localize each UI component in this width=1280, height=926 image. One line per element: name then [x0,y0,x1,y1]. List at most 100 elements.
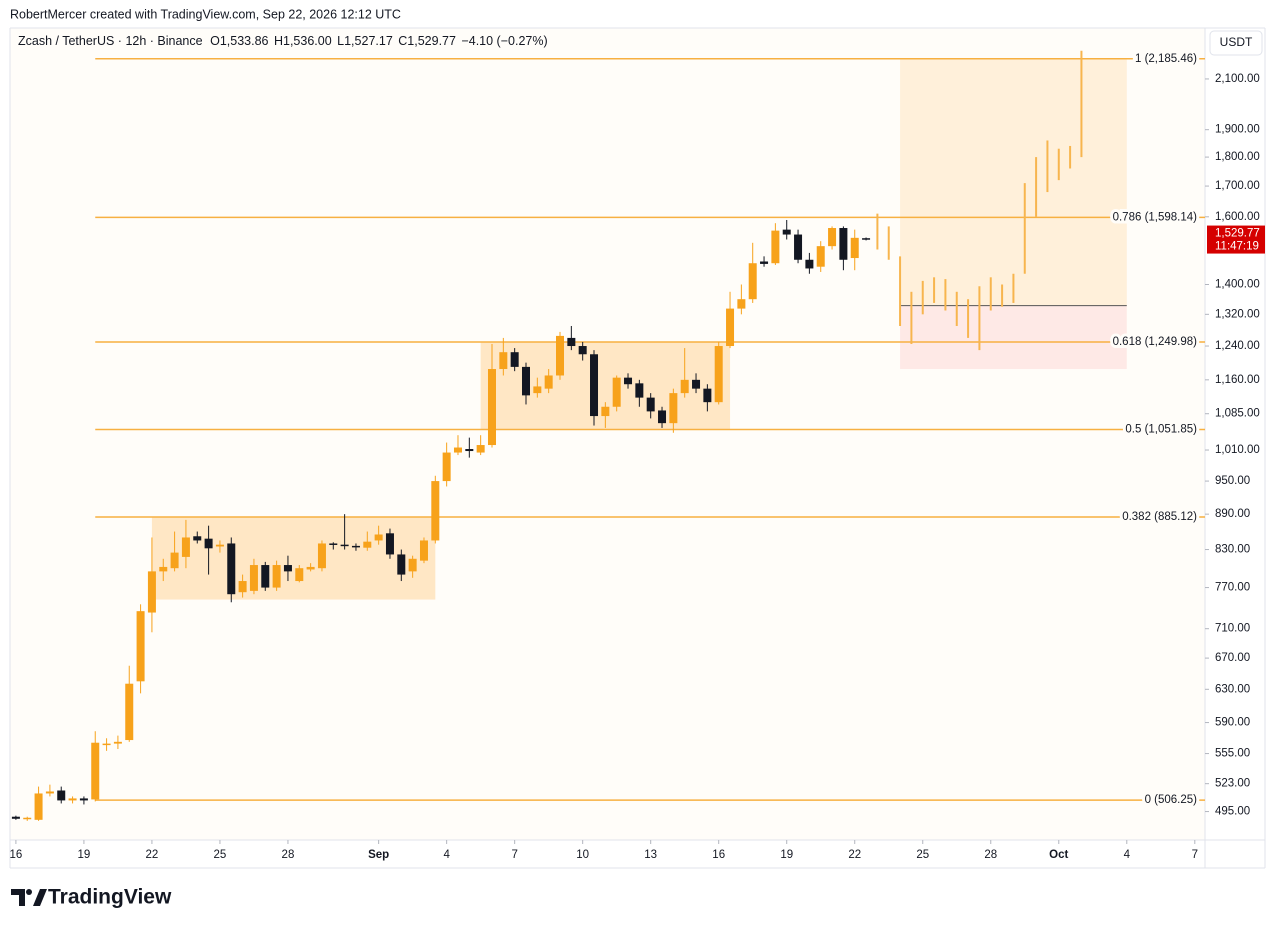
candle-body [612,377,621,407]
symbol: Zcash / TetherUS · 12h · Binance [18,34,203,48]
candle-body [487,369,496,446]
candle-body [329,543,338,545]
y-tick-label: 710.00 [1215,623,1250,635]
candle-body [91,742,100,800]
candle-body [11,816,20,819]
y-tick-label: 1,085.00 [1215,408,1260,420]
candle-body [227,543,236,595]
chart-pane [10,28,1205,840]
logo-part [33,889,47,906]
x-tick-label: 7 [1192,849,1198,861]
candle-body [431,481,440,541]
fib-label: 1 (2,185.46) [1135,53,1197,65]
candle-body [748,263,757,300]
profit-zone [900,58,1127,306]
candle-body [635,383,644,398]
y-tick-label: 1,600.00 [1215,211,1260,223]
candle-body [828,228,837,247]
y-tick-label: 950.00 [1215,475,1250,487]
candle-body [397,554,406,575]
currency-box[interactable] [1209,30,1263,56]
candle-body [499,352,508,370]
fib-label: 0.786 (1,598.14) [1113,211,1198,223]
candle-body [624,377,633,385]
change: −4.10 (−0.27%) [461,34,547,48]
y-tick-label: 830.00 [1215,544,1250,556]
candle-body [590,354,599,417]
candle-body [272,565,281,588]
candle-body [79,798,88,801]
x-tick-label: 25 [916,849,929,861]
high-label: H [274,34,283,48]
range-box [151,517,436,600]
candle-body [283,565,292,572]
candle-body [521,366,530,396]
logo-part [26,889,32,895]
candle-body [453,447,462,453]
candle-body [714,346,723,403]
y-tick-label: 523.00 [1215,778,1250,790]
close-value: 1,529.77 [407,34,456,48]
candle-body [374,534,383,541]
x-tick-label: Sep [368,849,389,861]
countdown: 11:47:19 [1215,241,1259,253]
y-tick-label: 1,700.00 [1215,180,1260,192]
candle-body [737,299,746,309]
candle-body [726,308,735,347]
y-tick-label: 1,010.00 [1215,444,1260,456]
candle-body [385,533,394,555]
candle-body [556,335,565,376]
candle-body [159,566,168,572]
candle-body [363,541,372,548]
candle-body [68,798,77,801]
x-tick-label: 4 [443,849,450,861]
y-tick-label: 590.00 [1215,717,1250,729]
candle-body [839,228,848,260]
candle-body [408,558,417,572]
y-tick-label: 495.00 [1215,806,1250,818]
candle-body [862,238,871,240]
candle-body [136,611,145,682]
candle-body [340,544,349,547]
y-tick-label: 1,800.00 [1215,151,1260,163]
candle-body [805,259,814,269]
candle-body [442,452,451,482]
candle-body [816,246,825,267]
candle-body [113,741,122,744]
low-label: L [337,34,344,48]
logo-text: TradingView [48,886,172,909]
candle-body [567,337,576,347]
candle-body [850,237,859,259]
y-tick-label: 1,900.00 [1215,124,1260,136]
y-tick-label: 1,320.00 [1215,308,1260,320]
candle-body [170,552,179,569]
candle-body [544,375,553,389]
candle-body [680,379,689,394]
x-tick-label: Oct [1049,849,1068,861]
candle-body [771,230,780,264]
candle-body [23,817,32,820]
x-tick-label: 19 [780,849,793,861]
candle-body [34,793,43,820]
x-tick-label: 22 [848,849,861,861]
x-tick-label: 22 [146,849,159,861]
candle-body [465,449,474,452]
candle-body [510,352,519,367]
y-tick-label: 2,100.00 [1215,73,1260,85]
candle-body [306,566,315,570]
candle-body [578,346,587,355]
close-label: C [398,34,407,48]
low-value: 1,527.17 [344,34,393,48]
currency[interactable]: USDT [1220,35,1253,49]
candle-body [601,406,610,417]
x-tick-label: 28 [282,849,295,861]
candle-body [102,743,111,746]
candle-body [193,536,202,541]
x-tick-label: 7 [511,849,517,861]
candle-body [669,393,678,424]
candle-body [692,379,701,389]
candle-body [147,571,156,613]
last-price-tag [1207,225,1265,254]
candle-body [181,537,190,557]
